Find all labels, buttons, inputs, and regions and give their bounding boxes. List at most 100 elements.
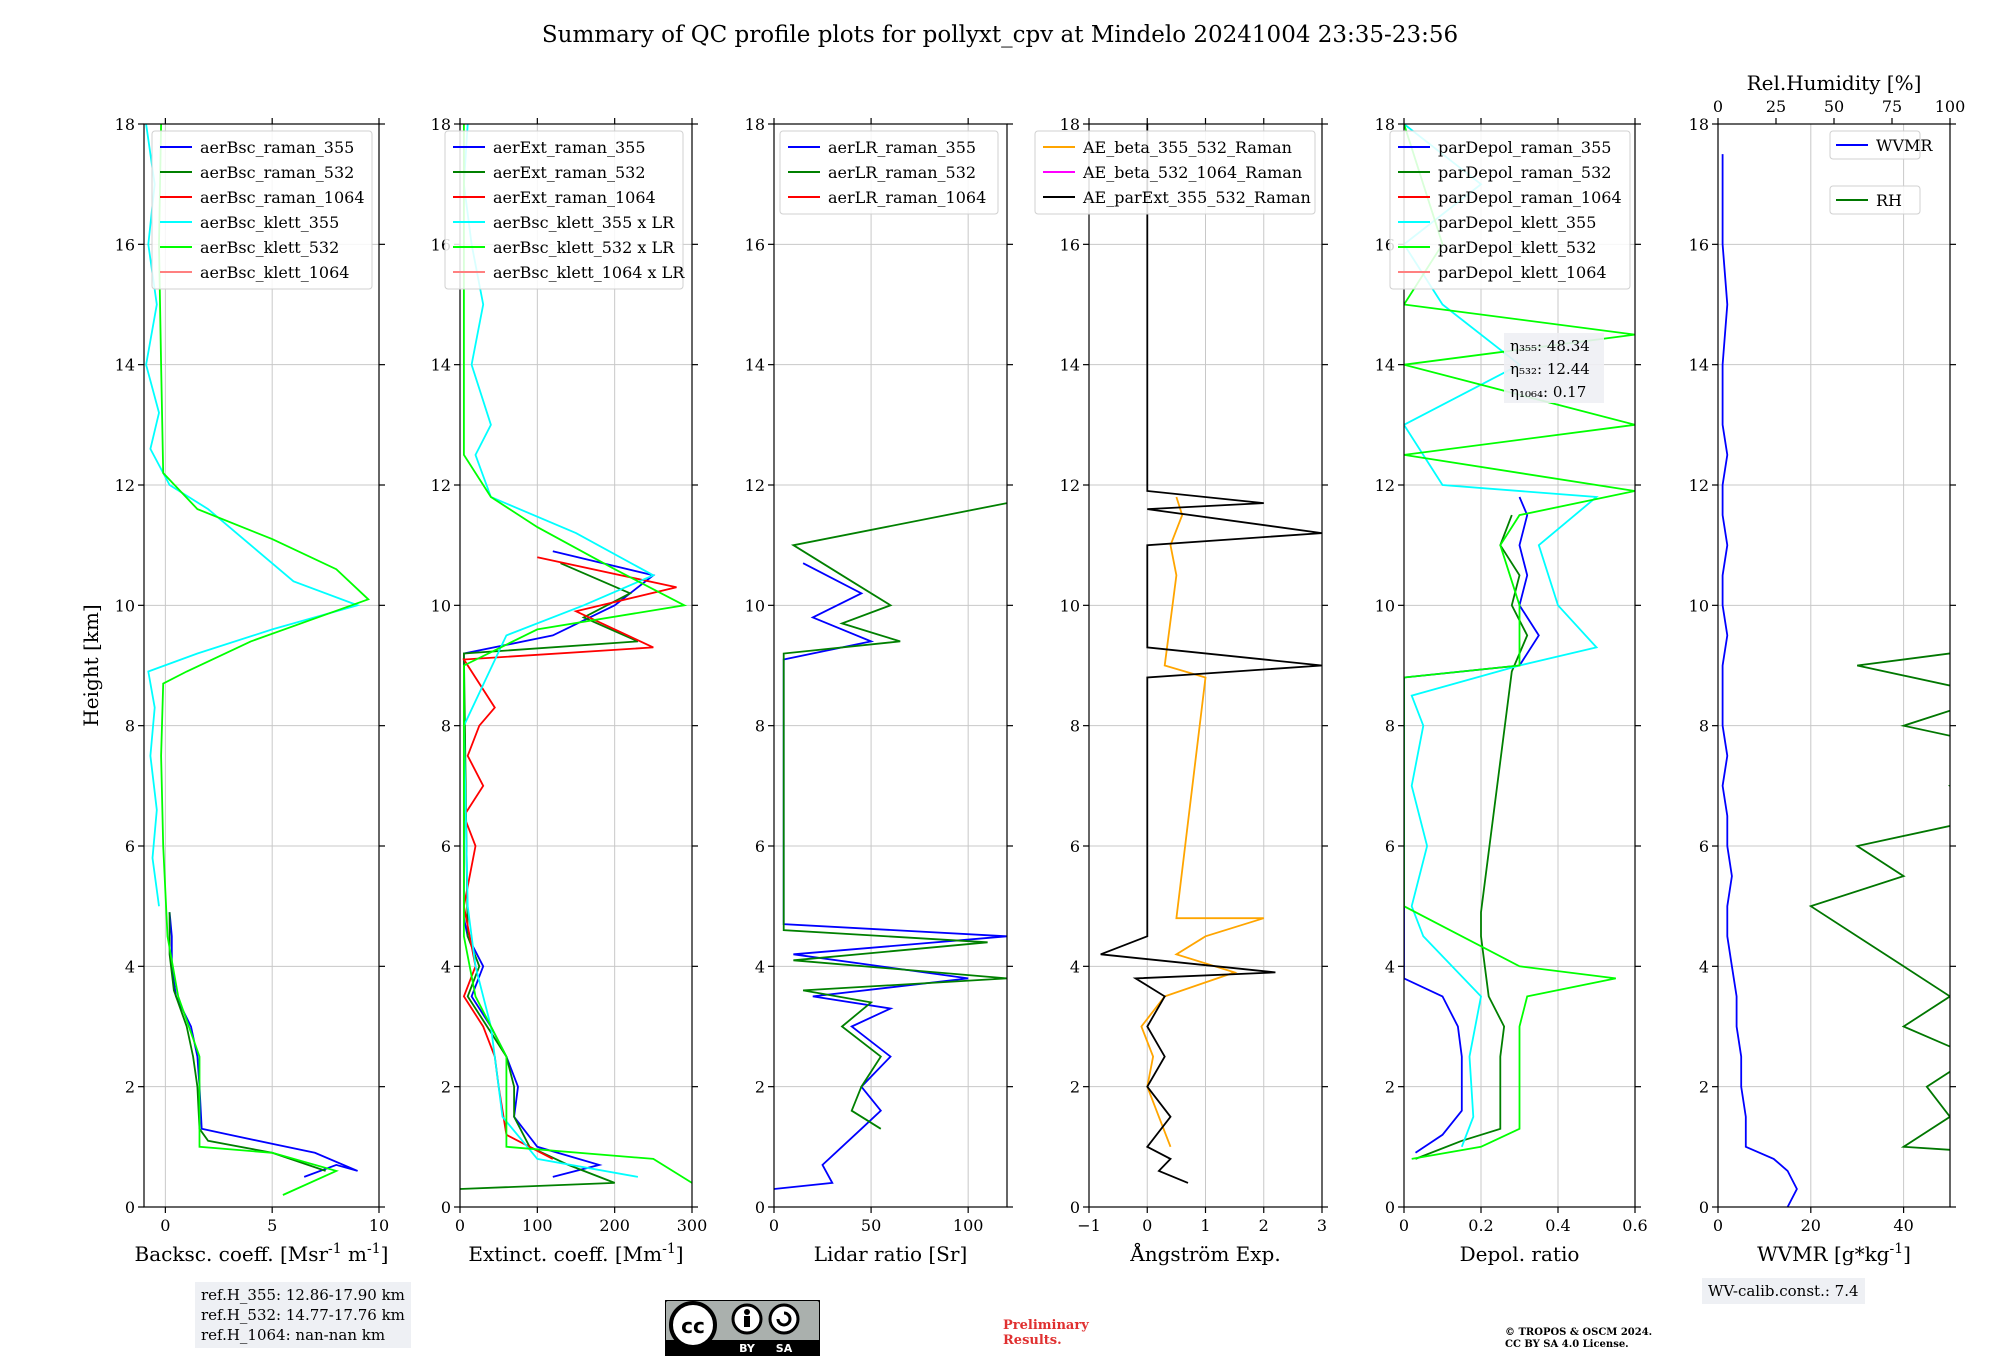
y-tick-label: 12 [1060,476,1080,495]
x-tick-label: 100 [953,1216,984,1235]
series-aerLR_raman_532 [782,502,1007,1130]
y-tick-label: 4 [1070,957,1080,976]
x-axis-label: Depol. ratio [1460,1242,1580,1266]
legend-label: parDepol_klett_532 [1438,238,1596,257]
legend: aerBsc_raman_355 aerBsc_raman_532 aerBsc_r… [151,130,373,290]
preliminary-line-2: Results. [1003,1333,1062,1348]
legend-label: WVMR [1876,136,1933,155]
legend-label: aerBsc_raman_1064 [200,188,365,207]
y-tick-label: 12 [745,476,765,495]
y-tick-label: 8 [125,717,135,736]
y-tick-label: 10 [115,596,135,615]
y-tick-label: 6 [1385,837,1395,856]
series-aerBsc_raman_532 [168,912,326,1172]
y-tick-label: 12 [1375,476,1395,495]
legend-label: aerExt_raman_1064 [493,188,656,207]
legend-label: aerLR_raman_355 [828,138,976,157]
legend-label: aerBsc_raman_532 [200,163,354,182]
y-tick-label: 2 [755,1078,765,1097]
x2-tick-label: 75 [1882,97,1902,116]
y-tick-label: 10 [1375,596,1395,615]
y-tick-label: 16 [745,235,765,254]
axes-frame [143,123,380,1208]
x2-tick-label: 25 [1766,97,1786,116]
y-tick-label: 0 [1070,1198,1080,1217]
y-tick-label: 18 [1060,115,1080,134]
y-tick-label: 0 [1385,1198,1395,1217]
legend-label: aerLR_raman_1064 [828,188,986,207]
y-tick-label: 10 [1060,596,1080,615]
x-tick-label: 5 [267,1216,277,1235]
legend-box [1829,130,1921,160]
y-tick-label: 2 [1385,1078,1395,1097]
ref-h-355: ref.H_355: 12.86-17.90 km [201,1286,405,1304]
y-tick-label: 0 [441,1198,451,1217]
series-aerBsc_klett_532 [158,124,370,1196]
sa-label: SA [776,1342,793,1355]
y-tick-label: 12 [1689,476,1709,495]
y-tick-label: 14 [115,356,135,375]
copyright-line-1: © TROPOS & OSCM 2024. [1505,1327,1653,1338]
x-tick-label: 0 [1713,1216,1723,1235]
x-axis-label: Ångström Exp. [1129,1241,1280,1266]
y-tick-label: 6 [441,837,451,856]
preliminary-note: Preliminary Results. [1003,1318,1089,1348]
x2-tick-label: 100 [1935,97,1966,116]
y-tick-label: 16 [115,235,135,254]
cc-by-sa-license-icon: cc BY SA [665,1300,820,1356]
legend-box [444,130,684,290]
x-tick-label: 200 [599,1216,630,1235]
y-axis-label: Height [km] [79,604,103,726]
x2-axis-label: Rel.Humidity [%] [1747,71,1922,95]
legend-label: aerBsc_klett_532 x LR [493,238,675,257]
legend-label: aerBsc_klett_355 [200,213,339,232]
y-tick-label: 0 [1699,1198,1709,1217]
series-parDepol_klett_355 [1404,124,1599,1148]
reference-height-box: ref.H_355: 12.86-17.90 km ref.H_532: 14.… [195,1282,411,1348]
legend-label: parDepol_klett_1064 [1438,263,1607,282]
legend-label: parDepol_raman_355 [1438,138,1611,157]
axes-frame [1717,123,1951,1208]
legend: WVMR RH [1829,130,1933,215]
series-aerBsc_raman_355 [168,912,358,1178]
legend-label: aerLR_raman_532 [828,163,976,182]
series-AE_beta_355_532_Raman [1140,496,1265,1148]
x-tick-label: 0.4 [1545,1216,1570,1235]
legend: aerLR_raman_355 aerLR_raman_532 aerLR_rama… [779,130,999,215]
x-tick-label: 0 [1399,1216,1409,1235]
y-tick-label: 0 [125,1198,135,1217]
y-tick-label: 18 [115,115,135,134]
legend-label: parDepol_raman_1064 [1438,188,1622,207]
y-tick-label: 16 [1689,235,1709,254]
legend-label: aerExt_raman_355 [493,138,646,157]
y-tick-label: 10 [1689,596,1709,615]
series-aerLR_raman_355 [774,562,1007,1190]
y-tick-label: 4 [1699,957,1709,976]
legend-box [779,130,999,215]
x-tick-label: 1 [1200,1216,1210,1235]
ref-h-532: ref.H_532: 14.77-17.76 km [201,1306,405,1324]
series-aerExt_raman_532 [460,562,639,1190]
x-tick-label: 0 [769,1216,779,1235]
legend-label: RH [1876,191,1902,210]
y-tick-label: 10 [745,596,765,615]
x-tick-label: 0 [160,1216,170,1235]
x-tick-label: 20 [1801,1216,1821,1235]
x-tick-label: 0 [1142,1216,1152,1235]
y-tick-label: 14 [745,356,765,375]
series-aerBsc_klett_355 [145,124,361,907]
x-tick-label: 2 [1259,1216,1269,1235]
x-tick-label: −1 [1077,1216,1101,1235]
series-parDepol_raman_532 [1415,514,1529,1160]
by-label: BY [739,1342,756,1355]
x-tick-label: 0 [455,1216,465,1235]
x-tick-label: 10 [369,1216,389,1235]
wv-calibration-box: WV-calib.const.: 7.4 [1702,1278,1865,1304]
y-tick-label: 6 [1699,837,1709,856]
preliminary-line-1: Preliminary [1003,1318,1089,1333]
legend: AE_beta_355_532_Raman AE_beta_532_1064_Ra… [1034,130,1316,215]
y-tick-label: 14 [1060,356,1080,375]
copyright-note: © TROPOS & OSCM 2024. CC BY SA 4.0 Licen… [1505,1327,1652,1351]
